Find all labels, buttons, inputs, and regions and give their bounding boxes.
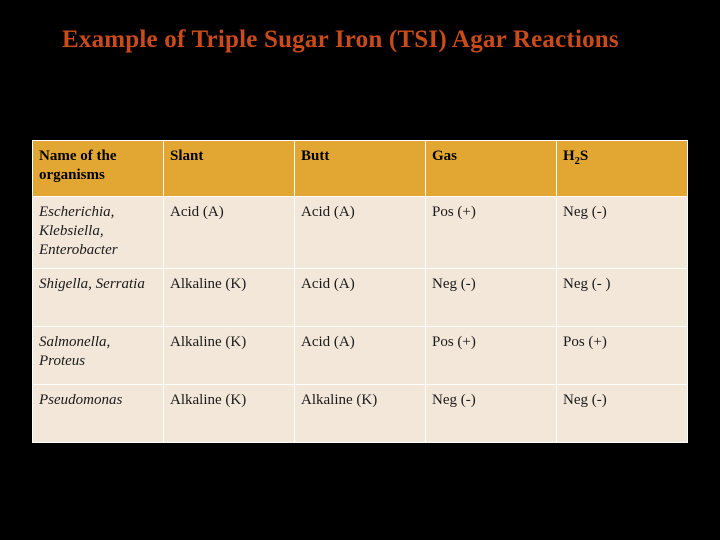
cell-organism: Pseudomonas [33, 385, 164, 443]
cell-butt: Acid (A) [295, 269, 426, 327]
slide-root: Example of Triple Sugar Iron (TSI) Agar … [0, 0, 720, 540]
cell-h2s: Neg (-) [557, 197, 688, 269]
cell-butt: Acid (A) [295, 197, 426, 269]
cell-slant: Acid (A) [164, 197, 295, 269]
table-header-row: Name of the organisms Slant Butt Gas H2S [33, 141, 688, 197]
cell-slant: Alkaline (K) [164, 385, 295, 443]
col-header-gas: Gas [426, 141, 557, 197]
cell-organism: Shigella, Serratia [33, 269, 164, 327]
cell-gas: Pos (+) [426, 197, 557, 269]
cell-organism: Escherichia, Klebsiella, Enterobacter [33, 197, 164, 269]
table-row: Salmonella, Proteus Alkaline (K) Acid (A… [33, 327, 688, 385]
cell-gas: Neg (-) [426, 385, 557, 443]
table-row: Pseudomonas Alkaline (K) Alkaline (K) Ne… [33, 385, 688, 443]
cell-butt: Acid (A) [295, 327, 426, 385]
cell-h2s: Neg (- ) [557, 269, 688, 327]
cell-slant: Alkaline (K) [164, 269, 295, 327]
col-header-h2s: H2S [557, 141, 688, 197]
col-header-butt: Butt [295, 141, 426, 197]
cell-gas: Neg (-) [426, 269, 557, 327]
col-header-slant: Slant [164, 141, 295, 197]
cell-h2s: Neg (-) [557, 385, 688, 443]
table-row: Shigella, Serratia Alkaline (K) Acid (A)… [33, 269, 688, 327]
slide-title: Example of Triple Sugar Iron (TSI) Agar … [0, 0, 720, 54]
col-header-organisms: Name of the organisms [33, 141, 164, 197]
cell-gas: Pos (+) [426, 327, 557, 385]
tsi-table: Name of the organisms Slant Butt Gas H2S… [32, 140, 688, 443]
cell-organism: Salmonella, Proteus [33, 327, 164, 385]
tsi-table-wrap: Name of the organisms Slant Butt Gas H2S… [32, 140, 688, 443]
cell-slant: Alkaline (K) [164, 327, 295, 385]
cell-h2s: Pos (+) [557, 327, 688, 385]
table-row: Escherichia, Klebsiella, Enterobacter Ac… [33, 197, 688, 269]
cell-butt: Alkaline (K) [295, 385, 426, 443]
